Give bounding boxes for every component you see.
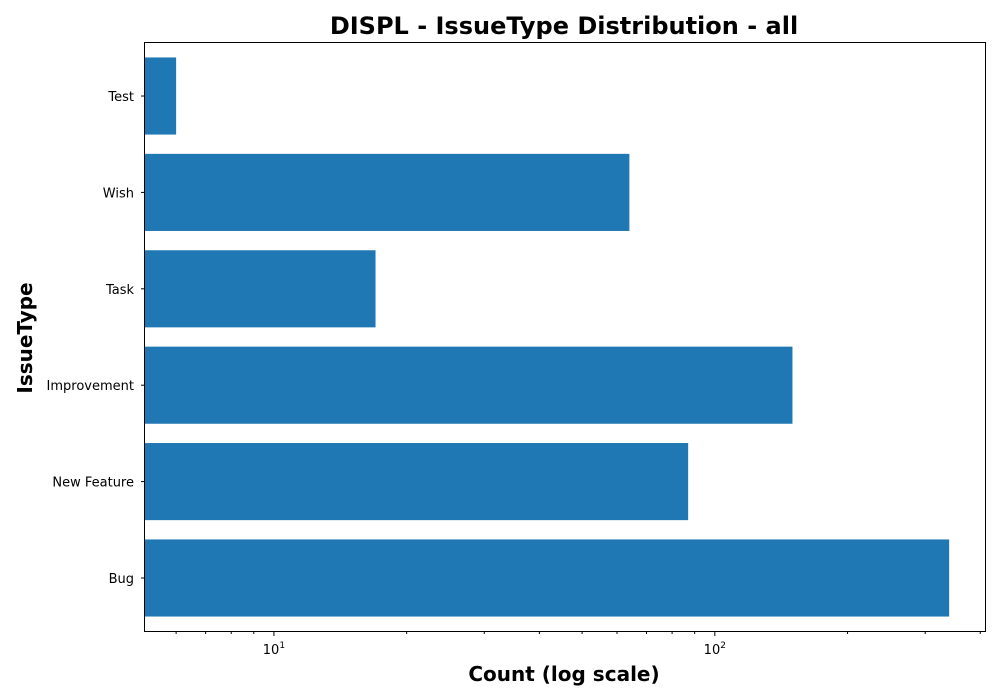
x-axis-label: Count (log scale) <box>468 662 659 686</box>
plot-frame <box>144 42 986 632</box>
bar-bug <box>145 539 950 617</box>
y-tick-label: Bug <box>109 572 134 587</box>
y-tick-label: Test <box>107 90 134 105</box>
bar-wish <box>145 153 630 231</box>
y-ticks-group: Bug New Feature Improvement Task Wish Test <box>47 90 145 587</box>
bar-task <box>145 250 376 328</box>
bar-test <box>145 57 177 135</box>
y-axis-label: IssueType <box>13 282 37 393</box>
bar-improvement <box>145 346 793 424</box>
y-tick-label: Improvement <box>47 379 134 394</box>
y-tick-label: Task <box>105 283 135 298</box>
x-tick-label: 102 <box>704 641 726 658</box>
chart-title: DISPL - IssueType Distribution - all <box>330 12 798 40</box>
y-tick-label: New Feature <box>52 476 134 491</box>
x-ticks-group: 101 102 <box>175 631 981 658</box>
bar-new-feature <box>145 443 689 521</box>
bars-group <box>145 57 950 617</box>
y-tick-label: Wish <box>103 186 134 201</box>
x-tick-label: 101 <box>263 641 285 658</box>
